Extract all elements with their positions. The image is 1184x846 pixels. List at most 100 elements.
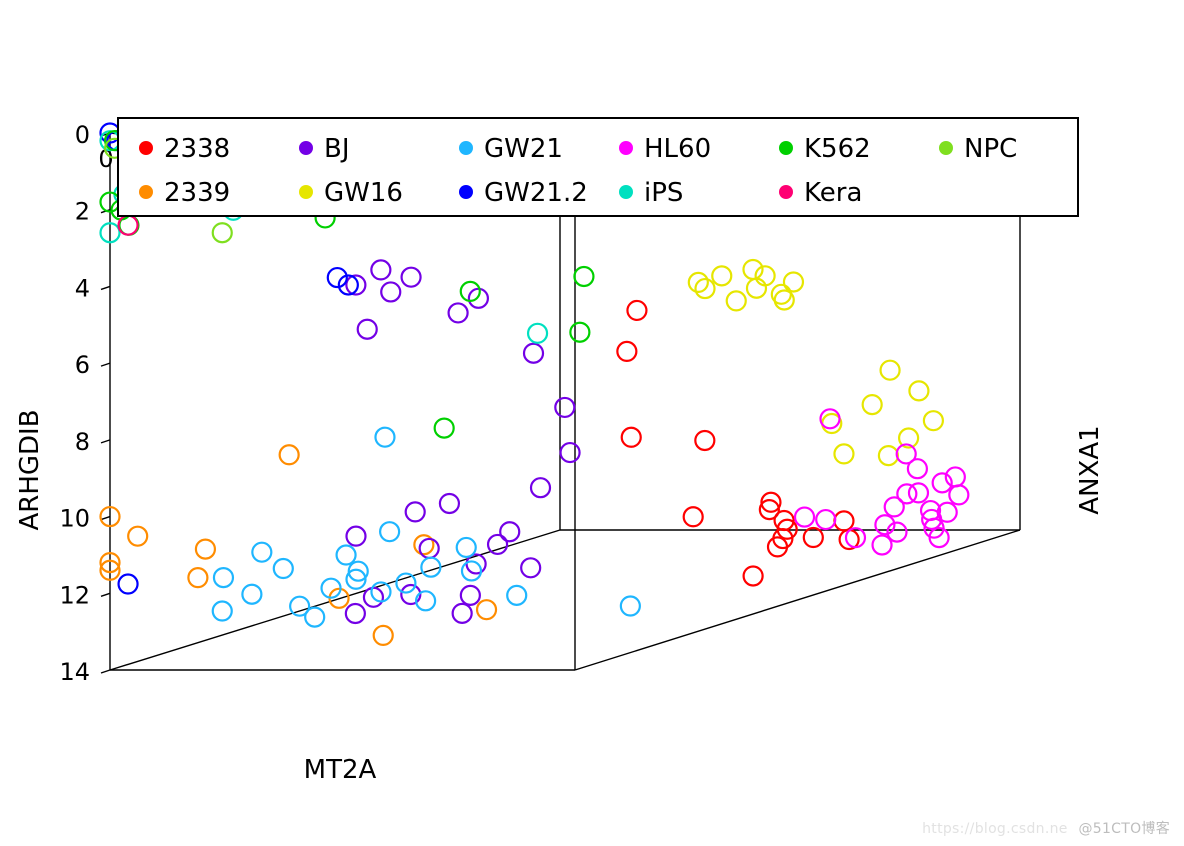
series-GW21	[213, 428, 640, 627]
data-point	[469, 289, 488, 308]
data-point	[358, 320, 377, 339]
data-point	[449, 303, 468, 322]
data-point	[531, 478, 550, 497]
legend-label: GW21	[484, 134, 563, 164]
data-point	[461, 282, 480, 301]
data-point	[420, 539, 439, 558]
data-point	[727, 291, 746, 310]
legend-label: HL60	[644, 134, 711, 164]
data-point	[371, 260, 390, 279]
data-point	[743, 260, 762, 279]
legend-marker	[299, 141, 313, 155]
legend-label: GW16	[324, 178, 403, 208]
data-point	[712, 266, 731, 285]
legend-label: K562	[804, 134, 871, 164]
data-point	[949, 485, 968, 504]
data-point	[488, 535, 507, 554]
data-point	[804, 528, 823, 547]
series-2338	[617, 301, 858, 586]
data-point	[744, 566, 763, 585]
data-point	[280, 445, 299, 464]
data-point	[507, 586, 526, 605]
data-point	[500, 522, 519, 541]
legend-marker	[459, 185, 473, 199]
x-axis-label: MT2A	[304, 755, 377, 785]
data-point	[128, 527, 147, 546]
data-point	[834, 511, 853, 530]
legend-label: BJ	[324, 134, 350, 164]
data-point	[555, 398, 574, 417]
data-point	[346, 604, 365, 623]
data-point	[477, 600, 496, 619]
series-GW16	[689, 260, 943, 465]
data-point	[574, 267, 593, 286]
data-point	[528, 324, 547, 343]
legend-label: NPC	[964, 134, 1017, 164]
data-point	[252, 543, 271, 562]
data-point	[881, 361, 900, 380]
svg-text:12: 12	[59, 581, 90, 609]
y-axis-label: ANXA1	[1075, 425, 1105, 514]
legend-marker	[779, 185, 793, 199]
data-point	[924, 411, 943, 430]
data-point	[846, 528, 865, 547]
data-point	[435, 419, 454, 438]
data-point	[305, 608, 324, 627]
legend-marker	[939, 141, 953, 155]
legend-label: GW21.2	[484, 178, 588, 208]
data-point	[684, 507, 703, 526]
scatter3d-plot: 051015200246810121402468101214MT2AANXA1A…	[0, 0, 1184, 846]
data-point	[461, 586, 480, 605]
data-point	[617, 342, 636, 361]
data-point	[627, 301, 646, 320]
data-point	[119, 216, 138, 235]
svg-text:4: 4	[75, 274, 90, 302]
watermark-left: https://blog.csdn.ne	[922, 821, 1068, 837]
data-point	[570, 323, 589, 342]
svg-text:10: 10	[59, 505, 90, 533]
data-point	[213, 223, 232, 242]
data-point	[396, 574, 415, 593]
svg-text:2: 2	[75, 198, 90, 226]
legend-marker	[459, 141, 473, 155]
data-point	[816, 510, 835, 529]
data-point	[795, 508, 814, 527]
data-point	[695, 431, 714, 450]
legend-label: 2339	[164, 178, 230, 208]
legend: 2338BJGW21HL60K562NPC2339GW16GW21.2iPSKe…	[118, 118, 1078, 216]
legend-marker	[619, 185, 633, 199]
svg-text:8: 8	[75, 428, 90, 456]
data-point	[909, 381, 928, 400]
data-point	[242, 585, 261, 604]
data-point	[863, 395, 882, 414]
data-point	[380, 522, 399, 541]
data-point	[897, 484, 916, 503]
data-point	[775, 290, 794, 309]
data-point	[375, 428, 394, 447]
data-point	[834, 444, 853, 463]
data-point	[622, 428, 641, 447]
data-point	[421, 558, 440, 577]
data-point	[196, 540, 215, 559]
svg-text:14: 14	[59, 658, 90, 686]
data-point	[402, 268, 421, 287]
legend-label: Kera	[804, 178, 862, 208]
data-point	[346, 527, 365, 546]
data-point	[214, 568, 233, 587]
z-axis-label: ARHGDIB	[15, 409, 45, 530]
legend-marker	[139, 141, 153, 155]
watermark: https://blog.csdn.ne @51CTO博客	[922, 818, 1170, 838]
data-point	[784, 272, 803, 291]
data-point	[188, 568, 207, 587]
legend-marker	[619, 141, 633, 155]
legend-marker	[299, 185, 313, 199]
legend-marker	[779, 141, 793, 155]
svg-text:0: 0	[75, 121, 90, 149]
data-point	[453, 604, 472, 623]
data-point	[561, 443, 580, 462]
legend-label: 2338	[164, 134, 230, 164]
data-point	[337, 546, 356, 565]
data-point	[213, 602, 232, 621]
legend-marker	[139, 185, 153, 199]
watermark-right: @51CTO博客	[1078, 821, 1170, 837]
